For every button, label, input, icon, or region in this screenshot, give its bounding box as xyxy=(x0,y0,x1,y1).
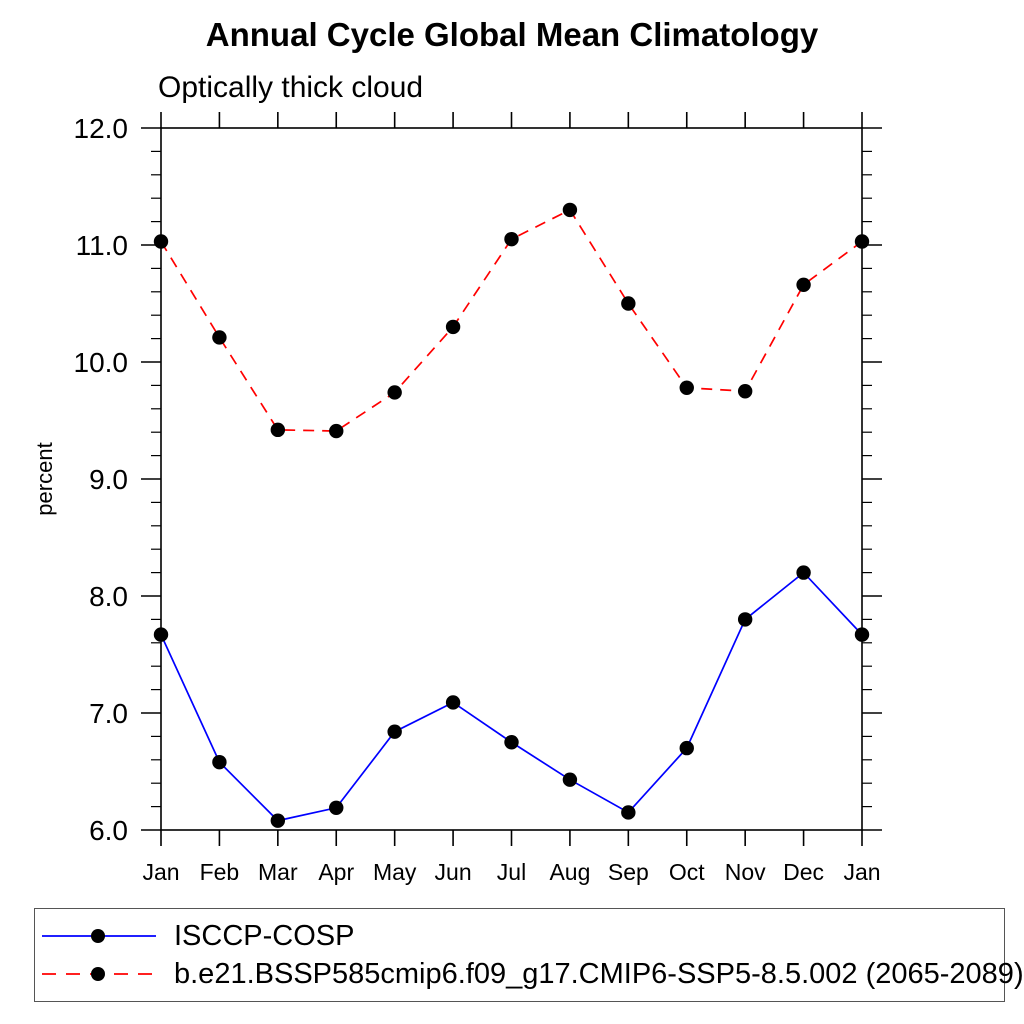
x-axis-tick-label: Dec xyxy=(783,859,824,885)
data-point-marker xyxy=(562,772,578,787)
y-axis-tick-label: 11.0 xyxy=(76,230,128,261)
data-point-marker xyxy=(737,612,753,627)
data-point-marker xyxy=(621,805,636,820)
x-axis-tick-label: Feb xyxy=(200,859,240,885)
data-point-marker xyxy=(796,565,811,580)
chart-subtitle: Optically thick cloud xyxy=(158,71,424,104)
y-axis-tick-label: 12.0 xyxy=(74,113,129,144)
y-axis-tick-label: 6.0 xyxy=(89,815,128,846)
data-point-marker xyxy=(270,813,286,828)
legend-label-isccp: ISCCP-COSP xyxy=(174,919,355,952)
x-axis-tick-label: Oct xyxy=(669,859,705,885)
chart-title: Annual Cycle Global Mean Climatology xyxy=(205,16,819,53)
data-point-marker xyxy=(504,231,519,247)
legend-item-model: b.e21.BSSP585cmip6.f09_g17.CMIP6-SSP5-8.… xyxy=(35,959,1024,989)
data-point-marker xyxy=(796,277,811,292)
data-point-marker xyxy=(329,423,344,439)
data-point-marker xyxy=(621,296,636,311)
x-axis-tick-label: Jul xyxy=(497,859,526,885)
data-point-marker xyxy=(270,422,286,438)
series-line-0 xyxy=(160,571,863,822)
data-point-marker xyxy=(153,234,169,249)
data-point-marker xyxy=(445,319,461,335)
y-axis-tick-label: 7.0 xyxy=(89,698,128,729)
data-point-marker xyxy=(445,695,461,710)
x-axis-tick-label: Mar xyxy=(258,859,298,885)
x-axis-tick-label: Nov xyxy=(725,859,766,885)
x-axis-tick-label: Jan xyxy=(142,859,179,885)
legend-item-isccp: ISCCP-COSP xyxy=(35,921,1004,951)
x-axis-tick-label: Sep xyxy=(608,859,649,885)
x-axis-tick-label: Jun xyxy=(435,859,472,885)
y-axis-tick-label: 9.0 xyxy=(89,464,128,495)
y-axis-tick-label: 10.0 xyxy=(74,347,129,378)
data-point-marker xyxy=(504,735,519,750)
legend-label-model: b.e21.BSSP585cmip6.f09_g17.CMIP6-SSP5-8.… xyxy=(174,957,1024,990)
x-axis-tick-label: May xyxy=(373,859,417,885)
legend-box: ISCCP-COSP b.e21.BSSP585cmip6.f09_g17.CM… xyxy=(34,908,1024,1002)
data-point-marker xyxy=(737,384,753,399)
x-axis-tick-label: Jan xyxy=(843,859,880,885)
data-point-marker xyxy=(679,740,694,756)
data-point-marker xyxy=(153,627,169,642)
data-point-marker xyxy=(854,234,870,249)
plot-area: Jan Feb Mar Apr May Jun Jul Aug Sep Oct Nov Dec Jan 6… xyxy=(74,112,882,885)
legend-line-sample-solid xyxy=(42,929,156,943)
legend-line-sample-dashed xyxy=(42,967,156,981)
data-point-marker xyxy=(329,800,344,815)
x-axis-tick-label: Aug xyxy=(549,859,590,885)
y-axis-tick-label: 8.0 xyxy=(89,581,128,612)
data-point-marker xyxy=(212,330,227,345)
data-point-marker xyxy=(562,202,578,218)
data-point-marker xyxy=(854,627,870,642)
data-point-marker xyxy=(387,385,402,400)
data-point-marker xyxy=(679,380,694,395)
data-point-marker xyxy=(212,754,227,770)
data-point-marker xyxy=(387,724,402,739)
x-axis-tick-label: Apr xyxy=(318,859,354,885)
